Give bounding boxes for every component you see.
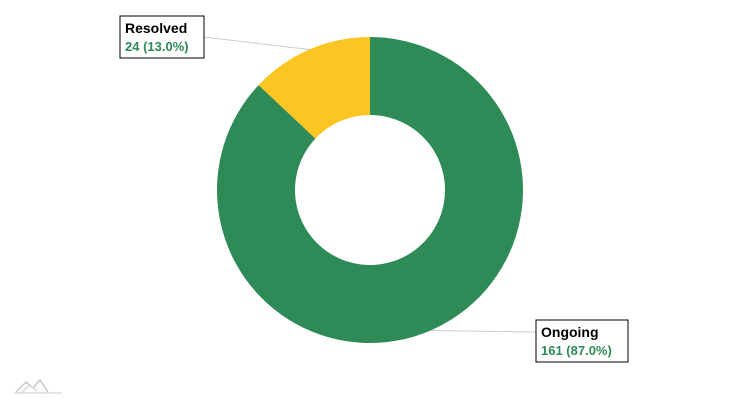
callout-label-ongoing: Ongoing [541, 324, 599, 340]
leader-lines-group [203, 36, 537, 333]
amcharts-logo-icon [14, 378, 62, 394]
leader-line-resolved [203, 36, 310, 51]
slice-resolved [258, 37, 370, 139]
leader-line-ongoing [430, 329, 537, 333]
callout-value-ongoing: 161 (87.0%) [541, 343, 612, 358]
callout-value-resolved: 24 (13.0%) [125, 39, 189, 54]
slice-ongoing [216, 37, 523, 343]
callout-ongoing: Ongoing 161 (87.0%) [535, 319, 629, 363]
callout-box-resolved [119, 15, 205, 59]
slices-group [216, 37, 523, 343]
callout-resolved: Resolved 24 (13.0%) [119, 15, 205, 59]
callout-box-ongoing [535, 319, 629, 363]
callout-label-resolved: Resolved [125, 20, 187, 36]
